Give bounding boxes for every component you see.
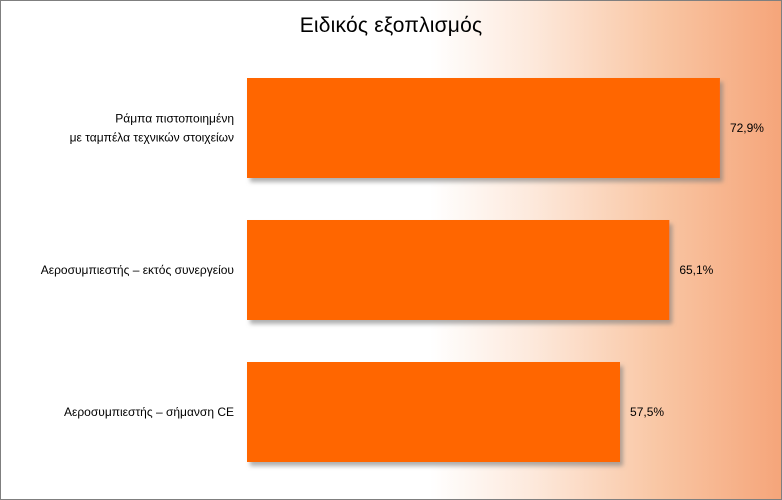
category-label-1-line-2: με ταμπέλα τεχνικών στοιχείων bbox=[70, 131, 234, 145]
value-label-3: 57,5% bbox=[630, 405, 664, 419]
bar-1 bbox=[247, 78, 720, 178]
bar-3 bbox=[247, 362, 621, 462]
category-label-1-line-1: Ράμπα πιστοποιημένη bbox=[115, 112, 234, 126]
bar-2 bbox=[247, 220, 670, 320]
chart-title: Ειδικός εξοπλισμός bbox=[299, 14, 483, 37]
value-label-1: 72,9% bbox=[730, 121, 764, 135]
category-label-3: Αεροσυμπιεστής – σήμανση CE bbox=[64, 405, 234, 419]
value-label-2: 65,1% bbox=[679, 263, 713, 277]
category-label-2: Αεροσυμπιεστής – εκτός συνεργείου bbox=[41, 263, 234, 277]
